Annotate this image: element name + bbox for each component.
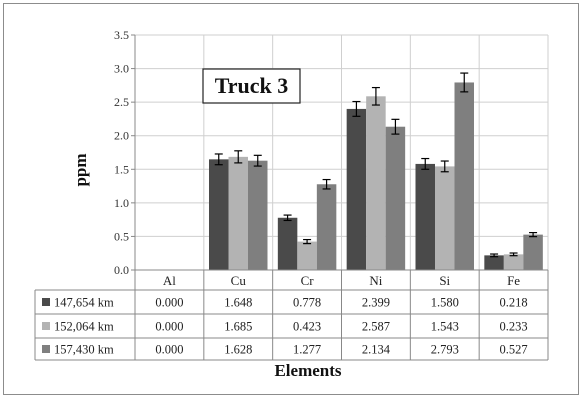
legend-swatch <box>42 298 50 306</box>
data-label: 1.648 <box>224 296 252 310</box>
bar <box>297 241 317 270</box>
data-label: 2.793 <box>431 343 459 357</box>
bar <box>248 160 268 270</box>
data-label: 0.423 <box>293 320 321 334</box>
data-label: 2.587 <box>362 320 390 334</box>
data-label: 2.134 <box>362 343 391 357</box>
chart-svg: 0.0 0.5 1.0 1.5 2.0 2.5 3.0 3.5 Al Cu Cr Ni Si Fe 147… <box>34 28 549 380</box>
data-label: 2.399 <box>362 296 390 310</box>
data-label: 0.527 <box>500 343 528 357</box>
y-tick-label: 1.0 <box>114 196 129 210</box>
bar <box>277 217 298 270</box>
bar <box>228 156 248 270</box>
bar <box>484 255 504 270</box>
y-tick-label: 0.0 <box>114 263 129 277</box>
y-tick-label: 2.0 <box>114 129 129 143</box>
data-label: 0.218 <box>500 296 528 310</box>
legend-swatch <box>42 345 50 353</box>
data-label: 1.543 <box>431 320 459 334</box>
category-label: Ni <box>369 273 382 288</box>
data-label: 0.778 <box>293 296 321 310</box>
gridlines <box>134 34 549 271</box>
legend-label: 147,654 km <box>54 296 114 310</box>
y-tick-label: 1.5 <box>114 162 129 176</box>
bar <box>454 82 474 270</box>
category-label: Cu <box>231 273 247 288</box>
data-label: 1.580 <box>431 296 459 310</box>
legend-label: 157,430 km <box>54 343 114 357</box>
category-label: Si <box>439 273 450 288</box>
bar <box>346 108 367 270</box>
bar <box>435 166 455 270</box>
chart-title-box: Truck 3 <box>202 68 301 104</box>
y-tick-label: 3.5 <box>114 28 129 42</box>
x-axis-title: Elements <box>274 361 341 380</box>
data-label: 0.233 <box>500 320 528 334</box>
category-label: Al <box>163 273 176 288</box>
data-label: 1.685 <box>224 320 252 334</box>
bar <box>523 234 543 270</box>
bar <box>503 254 524 270</box>
category-label: Cr <box>301 273 315 288</box>
legend-label: 152,064 km <box>54 320 114 334</box>
bars <box>209 72 543 271</box>
y-axis: 0.0 0.5 1.0 1.5 2.0 2.5 3.0 3.5 <box>114 28 136 277</box>
y-axis-title: ppm <box>71 153 90 186</box>
bar <box>316 184 337 270</box>
category-label: Fe <box>507 273 520 288</box>
y-tick-label: 0.5 <box>114 229 129 243</box>
data-label: 0.000 <box>155 320 183 334</box>
chart-frame: 0.0 0.5 1.0 1.5 2.0 2.5 3.0 3.5 Al Cu Cr Ni Si Fe 147… <box>3 3 579 395</box>
data-label: 0.000 <box>155 296 183 310</box>
data-label: 0.000 <box>155 343 183 357</box>
data-table: Al Cu Cr Ni Si Fe 147,654 km 0.000 1.648 0.778 2.3… <box>34 269 549 361</box>
bar <box>385 126 406 271</box>
bar <box>366 96 386 271</box>
bar <box>209 159 229 270</box>
data-label: 1.628 <box>224 343 252 357</box>
legend-swatch <box>42 322 50 330</box>
y-tick-label: 2.5 <box>114 95 129 109</box>
y-tick-label: 3.0 <box>114 62 129 76</box>
bar <box>415 163 435 270</box>
chart-title: Truck 3 <box>215 73 289 98</box>
data-label: 1.277 <box>293 343 321 357</box>
